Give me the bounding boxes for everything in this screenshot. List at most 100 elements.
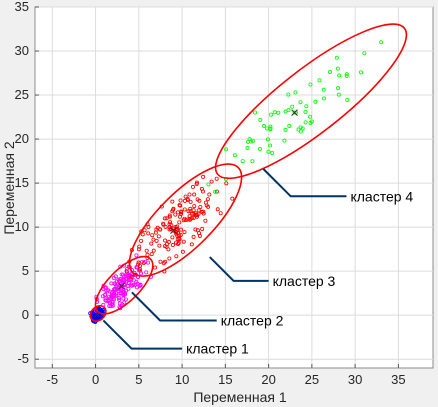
data-point xyxy=(192,192,197,197)
x-tick-label: 15 xyxy=(218,372,232,387)
data-point xyxy=(240,159,245,164)
data-point xyxy=(118,278,123,283)
data-point xyxy=(124,267,129,272)
data-point xyxy=(203,200,208,205)
data-point xyxy=(253,110,258,115)
x-tick-label: 20 xyxy=(261,372,275,387)
data-point xyxy=(246,139,251,144)
data-point xyxy=(215,207,220,212)
data-point xyxy=(308,82,313,87)
cluster-4-annotation: кластер 4 xyxy=(262,168,413,204)
data-point xyxy=(230,196,235,201)
data-point xyxy=(181,239,186,244)
data-point xyxy=(224,181,229,186)
chart-marks xyxy=(88,23,408,325)
y-tick-label: 0 xyxy=(22,307,29,322)
data-point xyxy=(144,248,149,253)
data-point xyxy=(170,243,175,248)
data-point xyxy=(177,214,182,219)
data-point xyxy=(153,230,158,235)
data-point xyxy=(157,243,162,248)
data-point xyxy=(268,124,273,129)
tick-labels: -5 0 5 10 15 20 25 30 35 -5 0 5 10 15 20 25 30 35 xyxy=(15,0,406,387)
data-point xyxy=(163,224,168,229)
annotation-leader-line xyxy=(209,256,269,282)
data-point xyxy=(158,259,163,264)
data-point xyxy=(127,273,132,278)
data-point xyxy=(125,283,130,288)
data-point xyxy=(193,211,198,216)
data-point xyxy=(129,274,134,279)
annotations: кластер 1 кластер 2 кластер 3 кластер 4 xyxy=(102,168,413,357)
cluster-1-annotation: кластер 1 xyxy=(102,319,249,357)
data-point xyxy=(101,302,106,307)
data-point xyxy=(261,124,266,129)
data-point xyxy=(107,289,112,294)
data-point xyxy=(166,239,171,244)
data-point xyxy=(177,236,182,241)
data-point xyxy=(195,228,200,233)
cluster-2-centroid xyxy=(118,282,125,290)
data-point xyxy=(151,248,156,253)
data-point xyxy=(156,234,161,239)
data-point xyxy=(286,92,291,97)
cluster-2-annotation: кластер 2 xyxy=(131,291,284,328)
y-tick-label: 15 xyxy=(15,175,29,190)
data-point xyxy=(250,159,255,164)
x-tick-label: 0 xyxy=(92,372,99,387)
data-point xyxy=(182,207,187,212)
data-point xyxy=(171,207,176,212)
data-point xyxy=(179,227,184,232)
data-point xyxy=(268,143,273,148)
data-point xyxy=(177,220,182,225)
data-point xyxy=(182,230,187,235)
data-point xyxy=(290,104,295,109)
data-point xyxy=(124,288,129,293)
data-point xyxy=(209,179,214,184)
data-point xyxy=(206,182,211,187)
x-tick-label: 30 xyxy=(348,372,362,387)
data-point xyxy=(191,211,196,216)
data-point xyxy=(292,110,297,115)
data-point xyxy=(178,232,183,237)
cluster-4-points xyxy=(206,40,384,194)
data-point xyxy=(150,233,155,238)
data-point xyxy=(214,176,219,181)
data-point xyxy=(162,216,167,221)
data-point xyxy=(298,100,303,105)
data-point xyxy=(266,149,271,154)
data-point xyxy=(121,293,126,298)
data-point xyxy=(214,189,219,194)
x-axis-label: Переменная 1 xyxy=(193,389,287,405)
data-point xyxy=(207,192,212,197)
data-point xyxy=(134,253,139,258)
data-point xyxy=(178,198,183,203)
data-point xyxy=(282,138,287,143)
data-point xyxy=(170,235,175,240)
data-point xyxy=(303,120,308,125)
data-point xyxy=(178,203,183,208)
data-point xyxy=(359,70,364,75)
data-point xyxy=(189,242,194,247)
data-point xyxy=(144,270,149,275)
data-point xyxy=(175,241,180,246)
data-point xyxy=(313,99,318,104)
annotation-label: кластер 3 xyxy=(273,273,336,289)
x-tick-label: 5 xyxy=(135,372,142,387)
data-point xyxy=(218,211,223,216)
data-point xyxy=(186,197,191,202)
data-point xyxy=(123,297,128,302)
data-point xyxy=(190,184,195,189)
data-point xyxy=(103,298,108,303)
y-tick-label: 35 xyxy=(15,0,29,14)
x-tick-label: 35 xyxy=(391,372,405,387)
data-point xyxy=(110,300,115,305)
data-point xyxy=(117,295,122,300)
data-point xyxy=(120,302,125,307)
data-point xyxy=(114,293,119,298)
data-point xyxy=(141,261,146,266)
data-point xyxy=(167,225,172,230)
data-point xyxy=(134,279,139,284)
data-point xyxy=(317,78,322,83)
data-point xyxy=(344,74,349,79)
